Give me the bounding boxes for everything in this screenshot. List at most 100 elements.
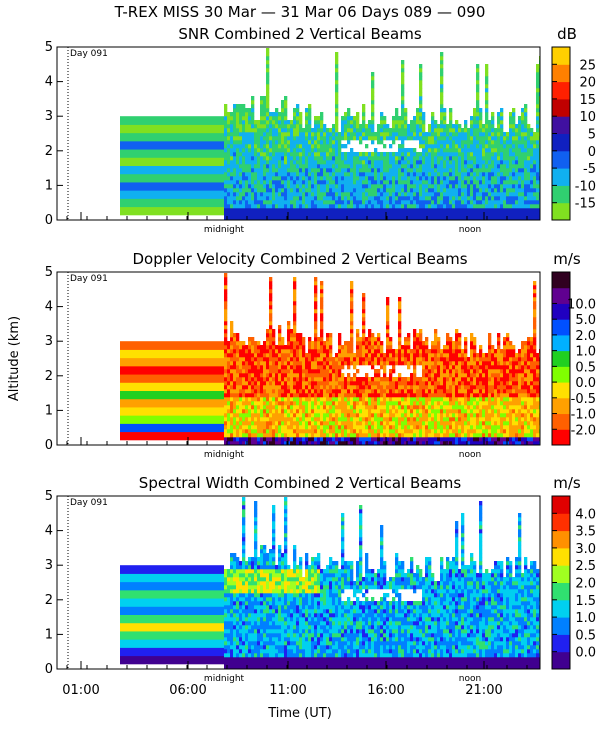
heatmap-cell xyxy=(398,401,402,406)
heatmap-cell xyxy=(356,413,360,418)
heatmap-cell xyxy=(344,116,348,121)
heatmap-cell xyxy=(419,433,423,438)
heatmap-cell xyxy=(347,389,351,394)
heatmap-cell xyxy=(245,192,249,197)
heatmap-cell xyxy=(296,373,300,378)
heatmap-cell xyxy=(527,204,531,209)
heatmap-cell xyxy=(263,405,267,410)
heatmap-cell xyxy=(440,208,444,213)
heatmap-cell xyxy=(431,180,435,185)
heatmap-cell xyxy=(332,156,336,161)
heatmap-cell xyxy=(425,381,429,386)
heatmap-cell xyxy=(536,156,540,161)
heatmap-cell xyxy=(230,353,234,358)
heatmap-cell xyxy=(224,124,228,129)
heatmap-cell xyxy=(251,152,255,157)
heatmap-cell xyxy=(368,389,372,394)
heatmap-cell xyxy=(308,192,312,197)
heatmap-cell xyxy=(335,168,339,173)
heatmap-cell xyxy=(410,212,414,217)
heatmap-cell xyxy=(410,421,414,426)
heatmap-cell xyxy=(242,389,246,394)
heatmap-cell xyxy=(269,301,273,306)
heatmap-cell xyxy=(365,413,369,418)
heatmap-cell xyxy=(275,156,279,161)
heatmap-cell xyxy=(374,136,378,141)
heatmap-cell xyxy=(314,160,318,165)
heatmap-cell xyxy=(434,216,438,220)
heatmap-cell xyxy=(524,168,528,173)
heatmap-cell xyxy=(539,68,540,73)
heatmap-cell xyxy=(395,192,399,197)
heatmap-cell xyxy=(479,168,483,173)
heatmap-cell xyxy=(365,172,369,177)
heatmap-cell xyxy=(332,140,336,145)
heatmap-cell xyxy=(233,405,237,410)
heatmap-cell xyxy=(323,401,327,406)
heatmap-cell xyxy=(224,365,228,370)
heatmap-cell xyxy=(410,409,414,414)
heatmap-cell xyxy=(443,140,447,145)
heatmap-cell xyxy=(521,212,525,217)
heatmap-cell xyxy=(329,132,333,137)
heatmap-cell xyxy=(539,112,540,117)
heatmap-cell xyxy=(515,196,519,201)
heatmap-cell xyxy=(281,345,285,350)
heatmap-cell xyxy=(401,132,405,137)
heatmap-cell xyxy=(233,333,237,338)
heatmap-cell xyxy=(251,389,255,394)
heatmap-cell xyxy=(263,385,267,390)
heatmap-cell xyxy=(341,200,345,205)
heatmap-cell xyxy=(278,148,282,153)
heatmap-cell xyxy=(383,385,387,390)
heatmap-cell xyxy=(311,389,315,394)
heatmap-cell xyxy=(455,204,459,209)
heatmap-cell xyxy=(437,393,441,398)
heatmap-cell xyxy=(266,88,270,93)
heatmap-cell xyxy=(353,184,357,189)
heatmap-cell xyxy=(365,196,369,201)
heatmap-cell xyxy=(479,144,483,149)
heatmap-cell xyxy=(236,108,240,113)
heatmap-cell xyxy=(326,425,330,430)
heatmap-cell xyxy=(437,192,441,197)
heatmap-cell xyxy=(350,377,354,382)
heatmap-cell xyxy=(314,277,318,282)
heatmap-cell xyxy=(326,381,330,386)
heatmap-cell xyxy=(374,196,378,201)
heatmap-cell xyxy=(251,405,255,410)
heatmap-cell xyxy=(272,204,276,209)
heatmap-cell xyxy=(518,144,522,149)
heatmap-cell xyxy=(389,188,393,193)
heatmap-cell xyxy=(233,152,237,157)
heatmap-cell xyxy=(260,361,264,366)
heatmap-cell xyxy=(296,108,300,113)
heatmap-cell xyxy=(284,357,288,362)
heatmap-cell xyxy=(476,172,480,177)
heatmap-cell xyxy=(491,144,495,149)
heatmap-cell xyxy=(266,144,270,149)
heatmap-cell xyxy=(305,164,309,169)
heatmap-cell xyxy=(296,216,300,220)
heatmap-cell xyxy=(386,393,390,398)
heatmap-cell xyxy=(434,389,438,394)
heatmap-cell xyxy=(275,437,279,442)
heatmap-cell xyxy=(353,373,357,378)
heatmap-cell xyxy=(407,345,411,350)
heatmap-cell xyxy=(422,148,426,153)
heatmap-cell xyxy=(314,116,318,121)
heatmap-cell xyxy=(491,152,495,157)
heatmap-cell xyxy=(527,148,531,153)
heatmap-cell xyxy=(368,345,372,350)
heatmap-cell xyxy=(515,156,519,161)
heatmap-cell xyxy=(224,188,228,193)
heatmap-cell xyxy=(515,132,519,137)
heatmap-cell xyxy=(323,208,327,213)
heatmap-cell xyxy=(413,136,417,141)
heatmap-cell xyxy=(383,192,387,197)
heatmap-cell xyxy=(335,357,339,362)
heatmap-cell xyxy=(371,140,375,145)
heatmap-cell xyxy=(281,337,285,342)
heatmap-cell xyxy=(269,128,273,133)
